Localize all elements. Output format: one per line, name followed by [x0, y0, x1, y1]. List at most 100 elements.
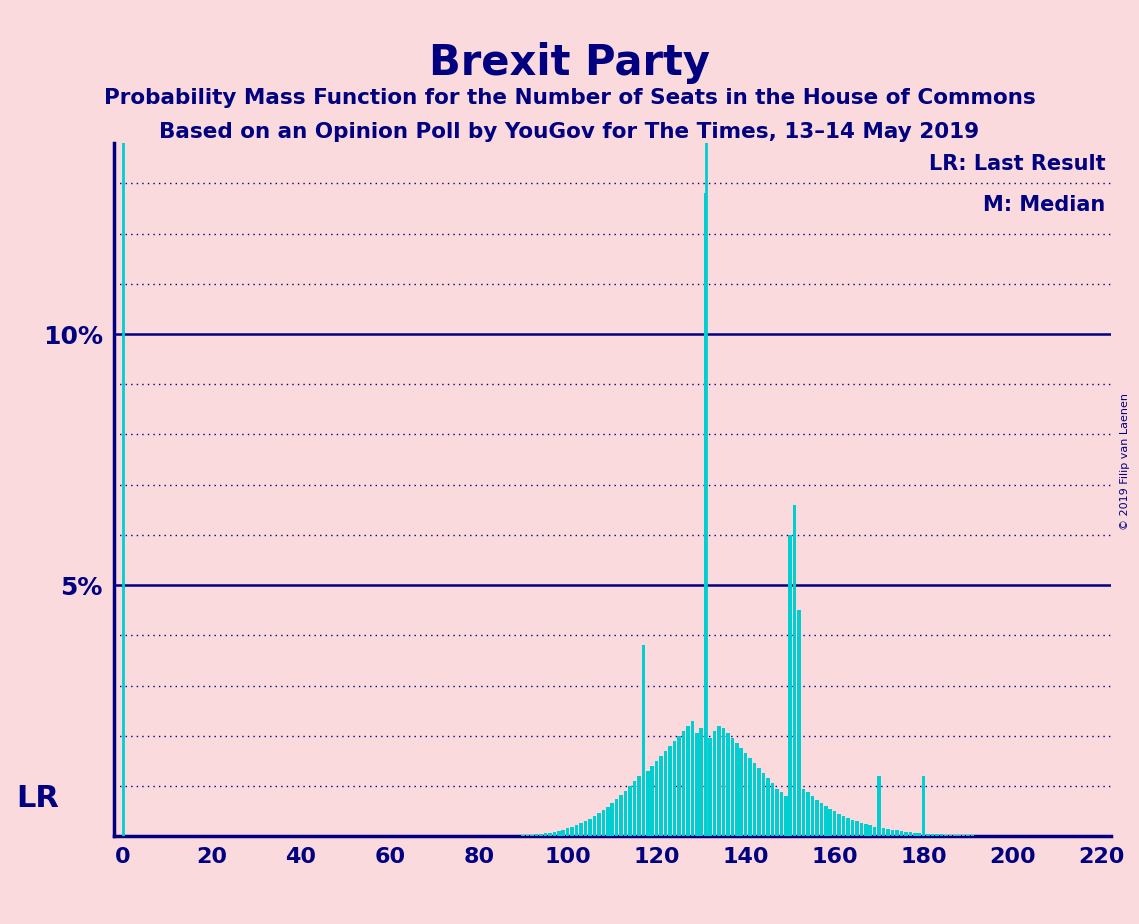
Bar — [771, 784, 775, 836]
Bar — [833, 811, 836, 836]
Bar — [669, 746, 672, 836]
Bar — [695, 734, 698, 836]
Bar — [895, 830, 899, 836]
Bar — [535, 834, 539, 836]
Bar — [868, 825, 872, 836]
Bar — [601, 810, 605, 836]
Bar — [970, 835, 974, 836]
Bar — [539, 833, 543, 836]
Bar — [913, 833, 917, 836]
Bar — [637, 776, 640, 836]
Bar — [583, 821, 588, 836]
Bar — [865, 824, 868, 836]
Bar — [659, 756, 663, 836]
Bar — [762, 773, 765, 836]
Bar — [900, 832, 903, 836]
Text: LR: LR — [16, 784, 59, 812]
Bar — [953, 834, 957, 836]
Bar — [788, 535, 792, 836]
Bar — [548, 833, 551, 836]
Bar — [931, 833, 934, 836]
Bar — [860, 822, 863, 836]
Bar — [816, 799, 819, 836]
Bar — [575, 825, 579, 836]
Bar — [891, 830, 894, 836]
Bar — [580, 823, 583, 836]
Bar — [877, 776, 880, 836]
Bar — [823, 806, 828, 836]
Bar — [935, 834, 939, 836]
Bar — [767, 778, 770, 836]
Bar — [557, 831, 560, 836]
Bar — [958, 835, 961, 836]
Bar — [940, 834, 943, 836]
Bar — [730, 738, 735, 836]
Bar — [686, 725, 689, 836]
Bar — [713, 731, 716, 836]
Bar — [632, 781, 637, 836]
Bar — [624, 791, 628, 836]
Bar — [909, 833, 912, 836]
Bar — [681, 731, 686, 836]
Bar — [522, 835, 525, 836]
Bar — [673, 741, 677, 836]
Bar — [552, 832, 556, 836]
Text: LR: Last Result: LR: Last Result — [929, 153, 1106, 174]
Bar — [620, 795, 623, 836]
Bar — [793, 505, 796, 836]
Text: Based on an Opinion Poll by YouGov for The Times, 13–14 May 2019: Based on an Opinion Poll by YouGov for T… — [159, 122, 980, 142]
Bar — [926, 833, 929, 836]
Bar — [739, 748, 743, 836]
Bar — [828, 808, 831, 836]
Bar — [531, 834, 534, 836]
Bar — [722, 728, 726, 836]
Text: Probability Mass Function for the Number of Seats in the House of Commons: Probability Mass Function for the Number… — [104, 88, 1035, 108]
Bar — [718, 725, 721, 836]
Bar — [678, 736, 681, 836]
Bar — [566, 828, 570, 836]
Bar — [851, 820, 854, 836]
Bar — [944, 834, 948, 836]
Bar — [615, 798, 618, 836]
Bar — [806, 792, 810, 836]
Bar — [699, 728, 703, 836]
Bar — [735, 743, 738, 836]
Bar — [872, 827, 877, 836]
Bar — [655, 760, 658, 836]
Bar — [744, 753, 747, 836]
Bar — [802, 788, 805, 836]
Bar — [797, 610, 801, 836]
Bar — [921, 776, 925, 836]
Bar — [543, 833, 547, 836]
Bar — [562, 830, 565, 836]
Bar — [784, 796, 787, 836]
Bar — [641, 645, 645, 836]
Bar — [855, 821, 859, 836]
Bar — [704, 193, 707, 836]
Bar — [779, 792, 782, 836]
Bar — [748, 759, 752, 836]
Text: M: Median: M: Median — [983, 195, 1106, 215]
Bar — [650, 766, 654, 836]
Bar — [886, 829, 890, 836]
Bar — [842, 816, 845, 836]
Bar — [597, 813, 600, 836]
Bar — [588, 819, 592, 836]
Bar — [966, 835, 970, 836]
Bar — [526, 835, 530, 836]
Bar — [571, 827, 574, 836]
Bar — [811, 796, 814, 836]
Bar — [606, 807, 609, 836]
Text: Brexit Party: Brexit Party — [429, 42, 710, 83]
Bar — [708, 738, 712, 836]
Bar — [846, 818, 850, 836]
Bar — [757, 769, 761, 836]
Bar — [917, 833, 921, 836]
Bar — [775, 788, 779, 836]
Bar — [904, 832, 908, 836]
Bar — [629, 786, 632, 836]
Text: © 2019 Filip van Laenen: © 2019 Filip van Laenen — [1121, 394, 1130, 530]
Bar — [664, 751, 667, 836]
Bar — [753, 763, 756, 836]
Bar — [726, 734, 730, 836]
